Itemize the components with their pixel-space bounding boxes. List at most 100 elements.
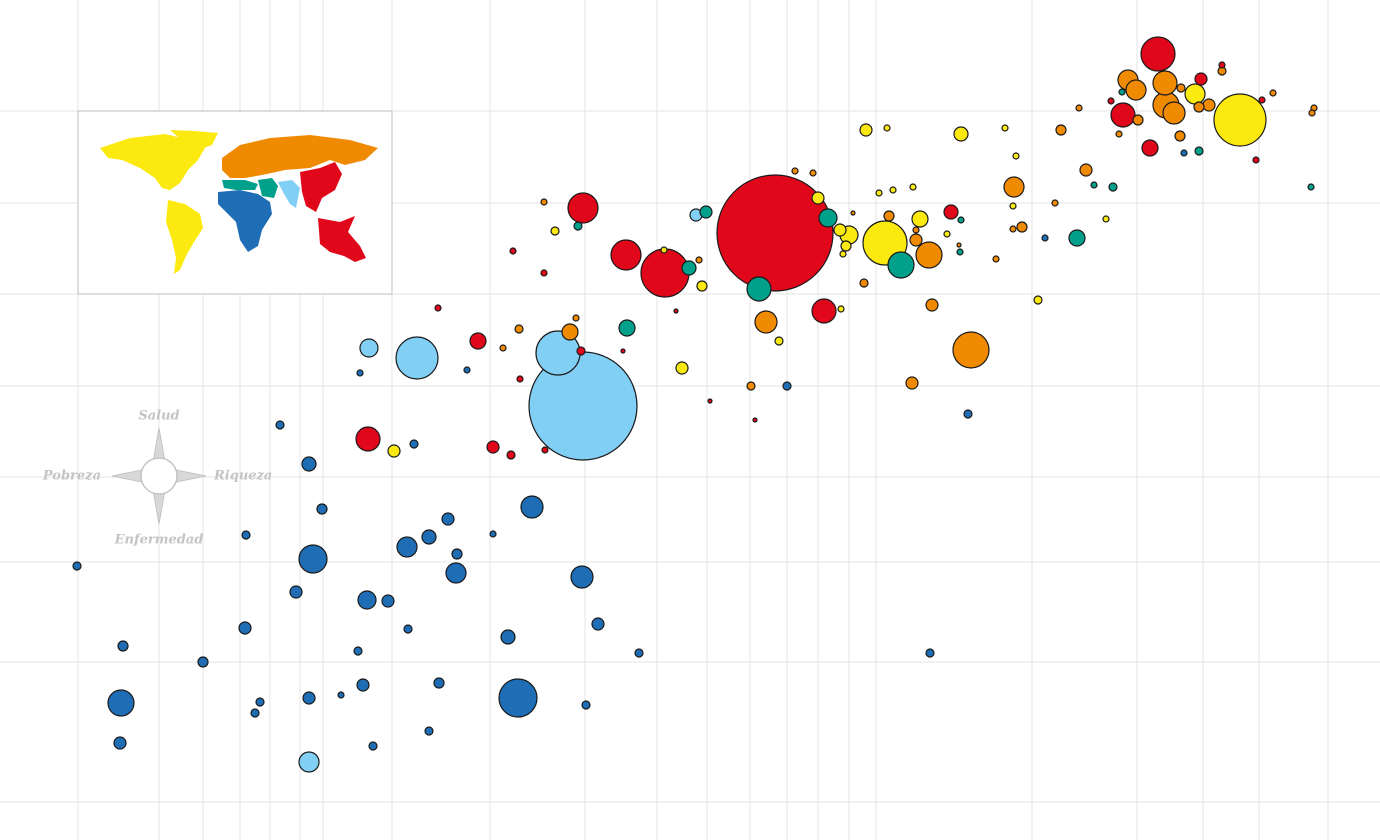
bubble	[840, 240, 852, 252]
bubble	[1152, 70, 1178, 96]
bubble	[424, 726, 434, 736]
bubble	[809, 169, 817, 177]
bubble	[675, 361, 689, 375]
bubble	[859, 278, 869, 288]
bubble	[634, 648, 644, 658]
bubble	[357, 590, 377, 610]
bubble	[1009, 202, 1017, 210]
compass-west: Pobreza	[42, 469, 101, 484]
bubble	[909, 183, 917, 191]
bubble	[540, 198, 548, 206]
bubble	[1108, 182, 1118, 192]
bubble	[117, 640, 129, 652]
bubble	[883, 210, 895, 222]
bubble	[1051, 199, 1059, 207]
bubble	[818, 208, 838, 228]
bubble	[1307, 183, 1315, 191]
bubble	[486, 440, 500, 454]
bubble	[963, 409, 973, 419]
bubble	[275, 420, 285, 430]
bubble	[463, 366, 471, 374]
bubble	[992, 255, 1000, 263]
bubble	[550, 226, 560, 236]
map-middle-east	[258, 178, 278, 198]
bubble	[107, 689, 135, 717]
bubble	[469, 332, 487, 350]
bubble	[1115, 130, 1123, 138]
bubble	[337, 691, 345, 699]
bubble	[811, 298, 837, 324]
bubble	[1176, 83, 1186, 93]
bubble	[289, 585, 303, 599]
map-east-asia	[300, 162, 342, 212]
bubble	[516, 375, 524, 383]
bubble	[699, 205, 713, 219]
map-oceania	[318, 216, 366, 262]
bubble	[1102, 215, 1110, 223]
bubble	[1068, 229, 1086, 247]
bubble	[355, 426, 381, 452]
bubble	[1308, 109, 1316, 117]
bubble	[875, 189, 883, 197]
bubble	[368, 741, 378, 751]
bubble	[746, 381, 756, 391]
bubble	[356, 369, 364, 377]
bubble	[620, 348, 626, 354]
bubble	[409, 439, 419, 449]
bubble	[573, 221, 583, 231]
bubble	[197, 656, 209, 668]
bubble	[1269, 89, 1277, 97]
bubble	[1016, 221, 1028, 233]
region-map	[77, 110, 393, 295]
bubble	[451, 548, 463, 560]
bubble	[887, 251, 915, 279]
bubble	[540, 269, 548, 277]
map-europe-central-asia	[222, 135, 378, 178]
bubble	[746, 276, 772, 302]
bubble	[572, 314, 580, 322]
bubble	[316, 503, 328, 515]
bubble	[1012, 152, 1020, 160]
bubble	[1075, 104, 1083, 112]
map-north-africa	[222, 180, 258, 190]
bubble	[581, 700, 591, 710]
bubble	[889, 186, 897, 194]
bubble	[943, 204, 959, 220]
bubble	[837, 305, 845, 313]
bubble	[915, 241, 943, 269]
bubble	[113, 736, 127, 750]
bubble	[445, 562, 467, 584]
bubble	[850, 210, 856, 216]
bubble	[1213, 93, 1267, 147]
bubble	[441, 512, 455, 526]
bubble	[570, 565, 594, 589]
bubble	[1079, 163, 1093, 177]
bubble	[957, 216, 965, 224]
bubble	[509, 247, 517, 255]
map-africa	[218, 190, 272, 252]
bubble	[489, 530, 497, 538]
bubble	[241, 530, 251, 540]
bubble	[1193, 101, 1205, 113]
bubble	[707, 398, 713, 404]
compass: Salud Pobreza Riqueza Enfermedad	[42, 409, 273, 548]
bubble	[1003, 176, 1025, 198]
bubble	[506, 450, 516, 460]
bubble	[640, 248, 690, 298]
bubble	[567, 192, 599, 224]
bubble	[1252, 156, 1260, 164]
bubble	[1162, 101, 1186, 125]
bubble	[618, 319, 636, 337]
map-greenland	[170, 130, 218, 150]
bubble	[1033, 295, 1043, 305]
bubble	[1184, 83, 1206, 105]
bubble	[298, 544, 328, 574]
bubble	[591, 617, 605, 631]
map-north-america	[100, 134, 205, 190]
bubble	[833, 223, 847, 237]
bubble	[561, 323, 579, 341]
bubble	[953, 126, 969, 142]
bubble	[434, 304, 442, 312]
bubble	[499, 344, 507, 352]
bubble	[238, 621, 252, 635]
